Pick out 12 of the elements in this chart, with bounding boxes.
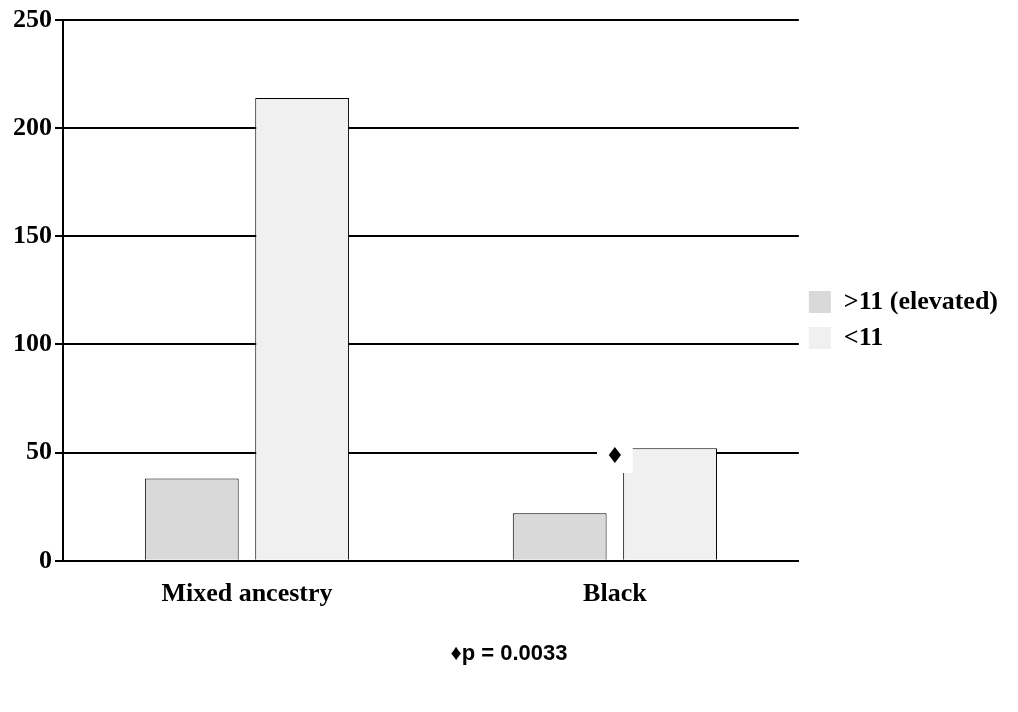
y-tick-label: 150 bbox=[13, 220, 52, 250]
y-tick-label: 100 bbox=[13, 328, 52, 358]
annotation: ♦ bbox=[605, 442, 625, 468]
x-tick-label: Mixed ancestry bbox=[161, 578, 333, 608]
x-tick-label: Black bbox=[583, 578, 648, 608]
legend-label: >11 (elevated) bbox=[843, 285, 999, 315]
y-tick-label: 0 bbox=[39, 544, 52, 574]
y-tick-label: 250 bbox=[13, 3, 52, 33]
text: ♦p = 0.0033 bbox=[449, 640, 569, 666]
y-tick-label: 50 bbox=[26, 436, 52, 466]
y-tick-label: 200 bbox=[13, 111, 52, 141]
legend-label: <11 bbox=[843, 321, 884, 351]
